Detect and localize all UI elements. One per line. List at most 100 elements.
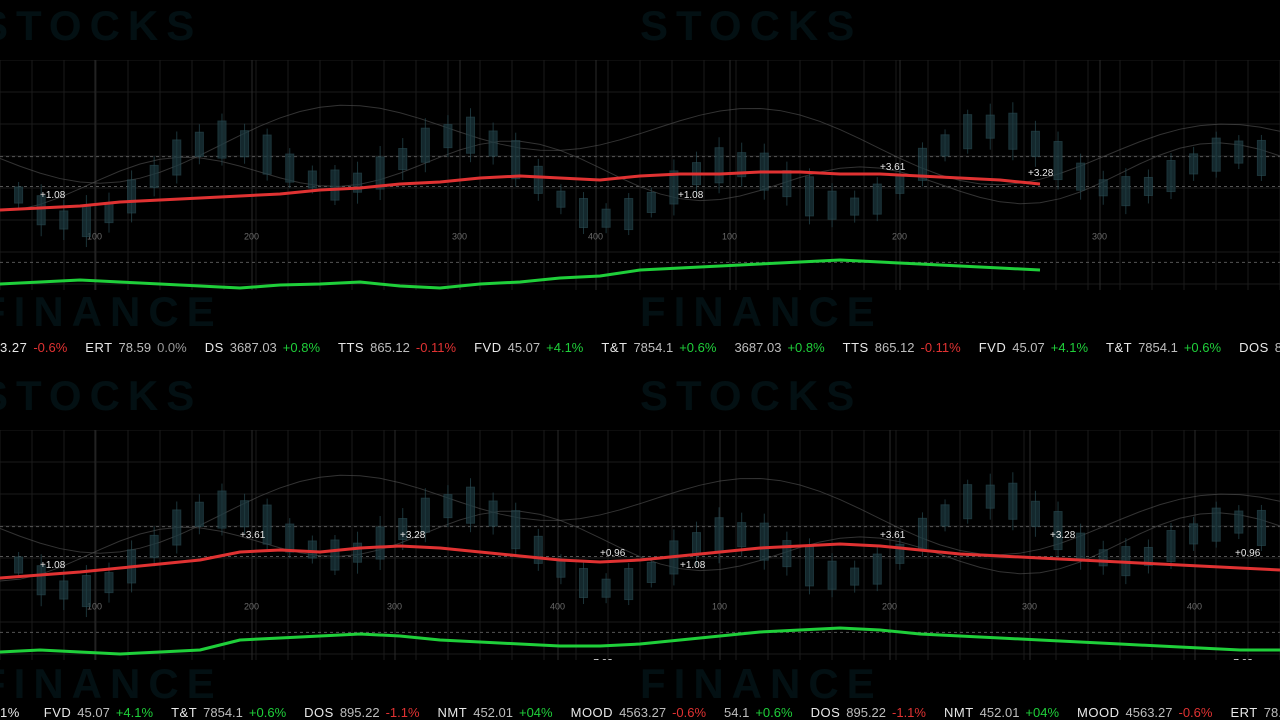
- x-tick-label: 200: [882, 601, 897, 611]
- price-annotation: +3.61: [240, 530, 266, 541]
- candlestick: [489, 501, 497, 526]
- price-annotation: +1.08: [40, 190, 66, 201]
- candlestick: [602, 209, 610, 227]
- ticker-symbol: T&T: [1106, 340, 1132, 355]
- watermark-finance: FINANCE: [640, 288, 883, 336]
- candlestick: [241, 131, 249, 157]
- candlestick: [331, 170, 339, 200]
- ticker-value: 4563.27: [1126, 705, 1173, 720]
- price-annotation: +0.96: [1235, 548, 1261, 559]
- candlestick: [941, 135, 949, 156]
- candlestick: [873, 184, 881, 214]
- ticker-value: 78.59: [1264, 705, 1280, 720]
- candlestick: [647, 192, 655, 212]
- candlestick: [715, 148, 723, 183]
- price-annotation: +1.08: [40, 560, 66, 571]
- ticker-value: 7854.1: [633, 340, 673, 355]
- ticker-symbol: NMT: [944, 705, 974, 720]
- candlestick: [1031, 501, 1039, 526]
- candlestick: [1167, 161, 1175, 192]
- ticker-symbol: DS: [205, 340, 224, 355]
- candlestick: [1190, 524, 1198, 544]
- ticker-item: ERT78.590.0%: [85, 340, 186, 355]
- candlestick: [1031, 131, 1039, 156]
- ticker-change: -1.1%: [386, 705, 420, 720]
- x-tick-label: 200: [244, 601, 259, 611]
- candlestick: [60, 211, 68, 229]
- ticker-change: -1.1%: [892, 705, 926, 720]
- ticker-value: 78.59: [119, 340, 152, 355]
- ticker-value: 45.07: [77, 705, 110, 720]
- candlestick: [195, 132, 203, 156]
- candlestick: [1167, 531, 1175, 562]
- candlestick: [218, 121, 226, 158]
- ticker-change: +04%: [1025, 705, 1059, 720]
- candlestick: [1257, 140, 1265, 175]
- ticker-change: -0.11%: [921, 340, 961, 355]
- ticker-change: -0.11%: [416, 340, 456, 355]
- ticker-symbol: 3.27: [0, 340, 27, 355]
- ticker-item: ERT78.590.0%: [1230, 705, 1280, 720]
- candlestick: [941, 505, 949, 526]
- x-tick-label: 100: [712, 601, 727, 611]
- candlestick: [444, 125, 452, 148]
- ticker-item: 54.1+0.6%: [724, 705, 793, 720]
- candlestick: [105, 573, 113, 593]
- ticker-item: 3687.03+0.8%: [734, 340, 824, 355]
- ticker-value: 3687.03: [734, 340, 781, 355]
- ticker-symbol: MOOD: [571, 705, 613, 720]
- watermark-stocks: STOCKS: [640, 2, 862, 50]
- ticker-change: +04%: [519, 705, 553, 720]
- ticker-item: NMT452.01+04%: [944, 705, 1059, 720]
- candlestick: [1190, 154, 1198, 174]
- candlestick: [218, 491, 226, 528]
- ticker-change: +4.1%: [546, 340, 583, 355]
- watermark-finance: FINANCE: [0, 288, 223, 336]
- candlestick: [399, 149, 407, 170]
- ticker-item: DS3687.03+0.8%: [205, 340, 320, 355]
- candlestick: [512, 141, 520, 179]
- chart-panel-top: 100200300400100200300+1.08+1.08+3.61+3.2…: [0, 60, 1280, 290]
- candlestick: [1235, 511, 1243, 533]
- price-annotation: +3.28: [400, 530, 426, 541]
- ticker-symbol: FVD: [44, 705, 72, 720]
- ticker-item: TTS865.12-0.11%: [843, 340, 961, 355]
- ticker-change: +0.8%: [283, 340, 320, 355]
- candlestick: [1077, 533, 1085, 560]
- x-tick-label: 400: [550, 601, 565, 611]
- ticker-value: 7854.1: [1138, 340, 1178, 355]
- ticker-symbol: ERT: [85, 340, 112, 355]
- ticker-symbol: DOS: [304, 705, 334, 720]
- candlestick: [15, 187, 23, 203]
- ticker-item: DOS895.22-1.1%: [1239, 340, 1280, 355]
- candlestick: [241, 501, 249, 527]
- ticker-value: 45.07: [508, 340, 541, 355]
- candlestick: [1212, 508, 1220, 541]
- candlestick: [512, 511, 520, 549]
- candlestick: [308, 171, 316, 188]
- x-tick-label: 300: [1022, 601, 1037, 611]
- candlestick: [263, 135, 271, 174]
- candlestick: [444, 495, 452, 518]
- trading-screen: STOCKS STOCKS FINANCE FINANCE STOCKS STO…: [0, 0, 1280, 720]
- ticker-item: FVD45.07+4.1%: [979, 340, 1088, 355]
- x-tick-label: 200: [244, 231, 259, 241]
- ticker-change: +4.1%: [116, 705, 153, 720]
- candlestick: [82, 576, 90, 607]
- price-annotation: +0.96: [600, 548, 626, 559]
- ticker-change: +4.1%: [1051, 340, 1088, 355]
- ticker-change: +0.6%: [679, 340, 716, 355]
- candlestick: [918, 518, 926, 550]
- ticker-symbol: MOOD: [1077, 705, 1119, 720]
- candlestick: [467, 117, 475, 153]
- ticker-item: FVD 45.07 +4.1%: [44, 705, 153, 720]
- ticker-symbol: DOS: [1239, 340, 1269, 355]
- candlestick: [173, 140, 181, 175]
- candlestick: [828, 561, 836, 589]
- x-tick-label: 300: [452, 231, 467, 241]
- ticker-value: 865.12: [370, 340, 410, 355]
- candlestick: [15, 557, 23, 573]
- candlestick: [805, 547, 813, 586]
- ticker-symbol: T&T: [601, 340, 627, 355]
- candlestick: [580, 569, 588, 598]
